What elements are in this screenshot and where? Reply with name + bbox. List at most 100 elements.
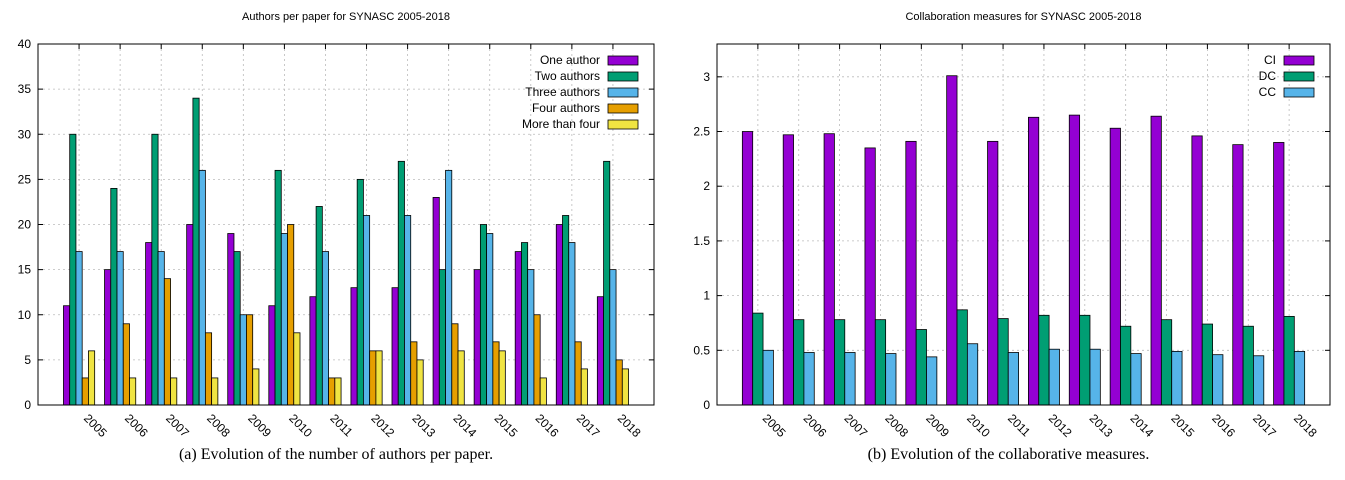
y-tick-label: 1 (703, 289, 710, 303)
bar-dc (834, 319, 846, 406)
chart-title: Collaboration measures for SYNASC 2005-2… (905, 11, 1141, 23)
x-tick-label: 2007 (841, 411, 870, 440)
bar-more-than-four (211, 377, 219, 406)
bar-cc (1212, 354, 1224, 406)
bar-three-authors (527, 269, 535, 406)
bar-two-authors (603, 160, 611, 406)
bar-one-author (555, 224, 563, 406)
bar-ci (1028, 116, 1040, 406)
legend-swatch (607, 119, 639, 130)
bar-three-authors (157, 251, 165, 406)
bar-two-authors (274, 169, 282, 406)
x-tick-label: 2009 (245, 411, 274, 440)
x-tick-label: 2017 (574, 411, 603, 440)
y-tick-label: 30 (18, 127, 32, 141)
bar-dc (915, 329, 927, 406)
authors-per-paper-chart: Authors per paper for SYNASC 2005-2018 0 5… (18, 11, 655, 440)
bar-more-than-four (252, 368, 260, 406)
bar-ci (1232, 144, 1244, 406)
x-tick-label: 2015 (1168, 411, 1197, 440)
bar-four-authors (287, 224, 295, 406)
bar-one-author (145, 242, 153, 406)
x-tick-label: 2006 (122, 411, 151, 440)
bar-more-than-four (498, 350, 506, 406)
bar-one-author (596, 296, 604, 406)
bar-more-than-four (621, 368, 629, 406)
x-tick-label: 2013 (409, 411, 438, 440)
legend-label: CI (1264, 53, 1276, 67)
caption-authors: (a) Evolution of the number of authors p… (178, 446, 494, 463)
x-tick-label: 2010 (286, 411, 315, 440)
legend-swatch (1283, 87, 1315, 98)
bar-dc (874, 319, 887, 406)
bar-dc (1038, 314, 1050, 406)
bar-more-than-four (539, 377, 547, 406)
bar-cc (926, 356, 938, 406)
bar-two-authors (110, 187, 118, 406)
x-tick-label: 2017 (1250, 411, 1279, 440)
y-tick-label: 40 (18, 37, 32, 51)
bar-more-than-four (334, 377, 342, 406)
bar-two-authors (151, 133, 159, 406)
bar-four-authors (81, 377, 89, 406)
bar-three-authors (116, 251, 124, 406)
bar-ci (1068, 114, 1081, 406)
bar-one-author (473, 269, 481, 406)
y-tick-label: 35 (18, 82, 32, 96)
y-tick-label: 2 (703, 179, 710, 193)
bar-four-authors (163, 278, 171, 406)
bar-four-authors (533, 314, 541, 406)
legend-swatch (607, 71, 639, 82)
bar-more-than-four (170, 377, 178, 406)
bar-two-authors (315, 206, 323, 406)
bar-two-authors (192, 97, 200, 406)
bar-one-author (514, 251, 522, 406)
x-tick-label: 2018 (1291, 411, 1320, 440)
bar-cc (803, 352, 815, 406)
x-tick-label: 2012 (1046, 411, 1075, 440)
bar-one-author (227, 233, 235, 406)
y-tick-label: 0.5 (693, 343, 710, 357)
bar-one-author (63, 305, 71, 406)
y-tick-label: 2.5 (693, 125, 710, 139)
y-tick-label: 3 (703, 70, 710, 84)
bar-three-authors (404, 215, 412, 406)
x-tick-label: 2007 (163, 411, 192, 440)
bar-two-authors (521, 242, 529, 406)
bar-one-author (309, 296, 317, 406)
legend-label: DC (1259, 69, 1277, 83)
bar-dc (1079, 314, 1091, 406)
bar-more-than-four (375, 350, 383, 406)
bar-more-than-four (580, 368, 588, 406)
legend-swatch (1283, 55, 1315, 66)
bar-dc (997, 318, 1009, 406)
bar-four-authors (246, 314, 254, 406)
bar-two-authors (233, 251, 241, 406)
legend-label: One author (540, 53, 600, 67)
bar-two-authors (356, 178, 364, 406)
bar-more-than-four (293, 332, 301, 406)
bar-dc (1242, 325, 1254, 406)
chart-title: Authors per paper for SYNASC 2005-2018 (242, 11, 450, 23)
bar-four-authors (328, 377, 336, 406)
bar-ci (782, 134, 794, 406)
bar-four-authors (574, 341, 582, 406)
bar-cc (1007, 352, 1019, 406)
bar-one-author (350, 287, 358, 406)
bar-three-authors (486, 233, 494, 406)
legend-label: Two authors (535, 69, 600, 83)
bar-ci (905, 140, 917, 406)
plot-frame (716, 43, 1331, 406)
collaboration-measures-chart: Collaboration measures for SYNASC 2005-2… (693, 11, 1331, 440)
bar-three-authors (239, 314, 247, 406)
bar-four-authors (492, 341, 500, 406)
bar-four-authors (451, 323, 459, 406)
bar-cc (1130, 353, 1142, 406)
bar-one-author (391, 287, 399, 406)
bar-dc (1283, 315, 1295, 406)
bar-cc (1048, 348, 1060, 406)
bar-three-authors (198, 169, 206, 406)
caption-collaboration: (b) Evolution of the collaborative measu… (867, 446, 1150, 463)
legend-swatch (1283, 71, 1315, 82)
x-tick-label: 2018 (615, 411, 644, 440)
